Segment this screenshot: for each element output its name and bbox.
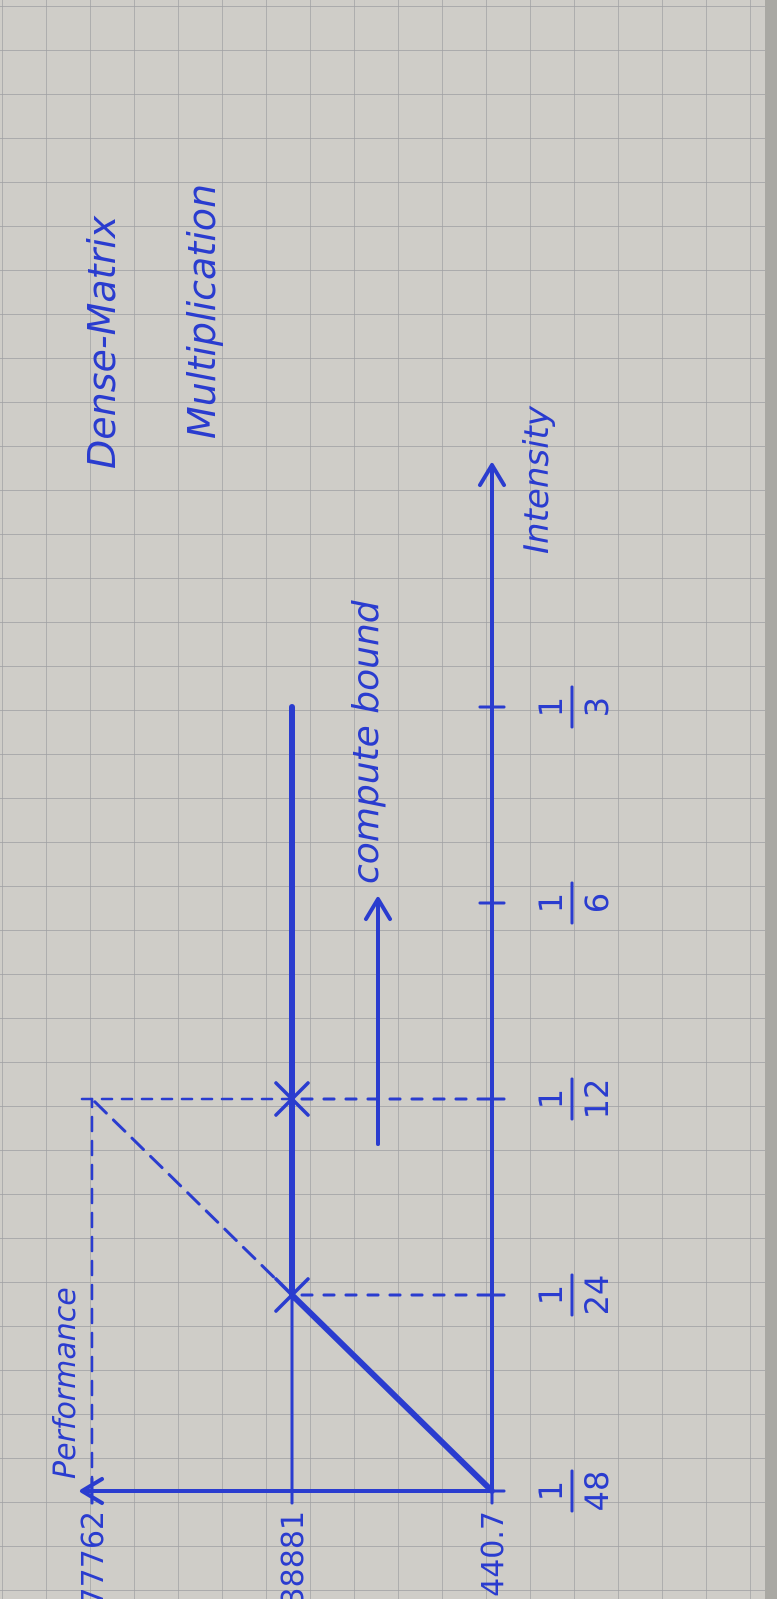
x-tick-denominator: 24 — [578, 1275, 616, 1316]
y-tick-label: 77762 — [76, 1511, 111, 1599]
y-tick-1: 19440.7 — [476, 1477, 511, 1599]
marker-2 — [274, 1081, 310, 1117]
x-tick-2: 1 24 — [478, 1273, 616, 1317]
y-axis-arrowhead — [80, 1477, 104, 1505]
x-tick-denominator: 3 — [578, 697, 616, 717]
x-tick-denominator: 6 — [578, 893, 616, 913]
marker-1 — [274, 1277, 310, 1313]
x-tick-denominator: 48 — [578, 1471, 616, 1512]
series-2-line — [90, 1097, 294, 1297]
x-tick-1: 1 48 — [478, 1469, 616, 1513]
marker-layer — [274, 1081, 310, 1313]
y-tick-label: 19440.7 — [476, 1511, 511, 1599]
y-axis-label: Performance — [48, 1287, 83, 1479]
y-tick-3: 77762 — [76, 1477, 111, 1599]
x-tick-numerator: 1 — [532, 893, 570, 913]
x-tick-numerator: 1 — [532, 1089, 570, 1109]
x-tick-3: 1 12 — [478, 1077, 616, 1121]
chart-title-line-2: Multiplication — [180, 184, 224, 439]
guide-lines — [74, 1097, 494, 1493]
marker-1-stroke-b — [274, 1277, 310, 1313]
marker-2-stroke-b — [274, 1081, 310, 1117]
x-tick-numerator: 1 — [532, 697, 570, 717]
x-tick-numerator: 1 — [532, 1285, 570, 1305]
chart-title-line-1: Dense-Matrix — [80, 215, 124, 469]
x-axis-arrowhead — [478, 463, 506, 487]
x-axis-label: Intensity — [517, 405, 557, 554]
compute-bound-annotation: compute bound — [346, 599, 387, 884]
x-ticks: 1 481 241 121 61 3 — [478, 685, 616, 1513]
compute-bound-arrow — [364, 897, 392, 1146]
y-tick-label: 38881 — [276, 1511, 311, 1599]
paper-edge-shadow — [765, 0, 777, 1599]
y-tick-2: 38881 — [276, 1477, 311, 1599]
axes — [80, 463, 506, 1505]
x-tick-numerator: 1 — [532, 1481, 570, 1501]
x-tick-denominator: 12 — [578, 1079, 616, 1120]
y-ticks: 19440.7 38881 77762 — [76, 1477, 511, 1599]
